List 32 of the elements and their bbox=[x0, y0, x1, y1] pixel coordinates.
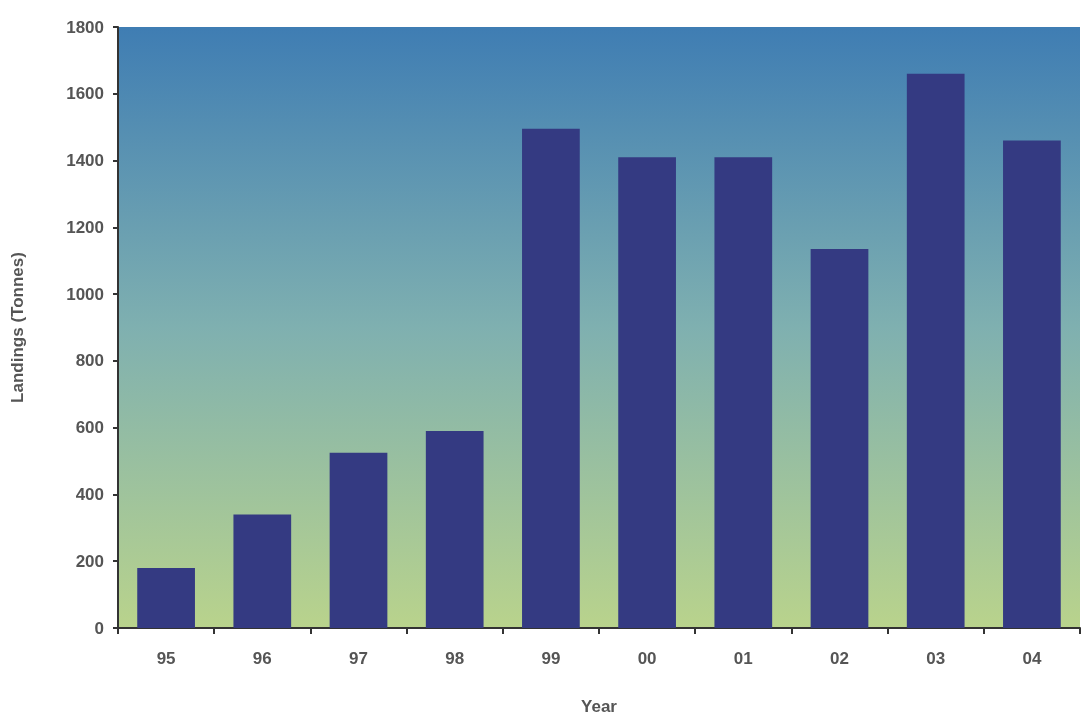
x-tick-label: 04 bbox=[1022, 649, 1042, 668]
y-tick-label: 1600 bbox=[66, 84, 104, 104]
x-tick-label: 96 bbox=[252, 649, 272, 668]
bar bbox=[137, 567, 195, 628]
x-tick-label: 02 bbox=[830, 649, 849, 668]
x-tick-label: 03 bbox=[926, 649, 946, 668]
y-tick-label: 800 bbox=[75, 351, 104, 371]
bar bbox=[233, 514, 292, 628]
y-tick-label: 1800 bbox=[66, 17, 104, 37]
x-tick-label: 00 bbox=[637, 649, 657, 668]
x-tick-label: 01 bbox=[733, 649, 753, 668]
bar bbox=[1003, 140, 1061, 628]
x-axis-title: Year bbox=[581, 697, 618, 716]
y-tick-label: 1400 bbox=[66, 151, 104, 171]
x-tick-label: 95 bbox=[156, 649, 176, 668]
bar bbox=[425, 431, 484, 628]
x-tick-label: 99 bbox=[541, 649, 561, 668]
x-tick-label: 98 bbox=[445, 649, 465, 668]
y-tick-label: 200 bbox=[75, 551, 104, 571]
bar bbox=[810, 249, 869, 628]
y-axis-title: Landings (Tonnes) bbox=[8, 252, 27, 403]
y-tick-label: 600 bbox=[75, 418, 104, 438]
y-tick-label: 1200 bbox=[66, 217, 104, 237]
bar bbox=[714, 157, 773, 628]
bar bbox=[329, 452, 388, 628]
bar bbox=[522, 128, 580, 628]
y-tick-label: 400 bbox=[75, 484, 104, 504]
y-tick-label: 0 bbox=[94, 618, 104, 638]
y-tick-label: 1000 bbox=[66, 284, 104, 304]
bar bbox=[906, 73, 965, 628]
bar bbox=[618, 157, 676, 628]
x-tick-label: 97 bbox=[349, 649, 368, 668]
